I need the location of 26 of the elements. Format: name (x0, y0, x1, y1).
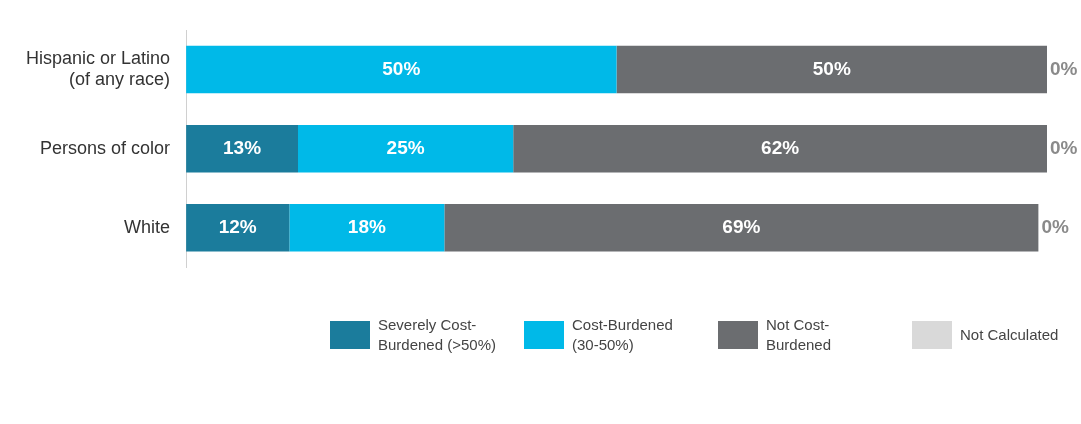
bar (289, 204, 445, 252)
legend-label: Not Cost-Burdened (766, 315, 833, 355)
data-label: 69% (722, 216, 761, 238)
bar (616, 45, 1047, 94)
data-label: 50% (382, 57, 421, 79)
bar (186, 124, 298, 173)
legend-label: Cost-Burdened (30-50%) (572, 315, 674, 355)
bar (186, 204, 290, 252)
bar (513, 124, 1047, 173)
data-label: 13% (223, 136, 262, 158)
data-label: 62% (761, 136, 800, 158)
y-tick-label: Hispanic or Latino (of any race) (25, 47, 171, 90)
data-label: 0% (1050, 57, 1078, 79)
bar (444, 204, 1039, 252)
bar (186, 45, 617, 94)
data-label: 0% (1041, 216, 1069, 238)
data-label: 0% (1050, 136, 1078, 158)
data-label: 18% (347, 216, 386, 238)
bar (298, 124, 514, 173)
legend-label: Severely Cost-Burdened (>50%) (378, 315, 497, 355)
data-label: 50% (812, 57, 851, 79)
data-label: 12% (218, 216, 257, 238)
legend-label: Not Calculated (960, 325, 1059, 345)
data-label: 25% (386, 136, 425, 158)
y-tick-label: Persons of color (40, 137, 171, 158)
y-tick-label: White (124, 216, 171, 237)
